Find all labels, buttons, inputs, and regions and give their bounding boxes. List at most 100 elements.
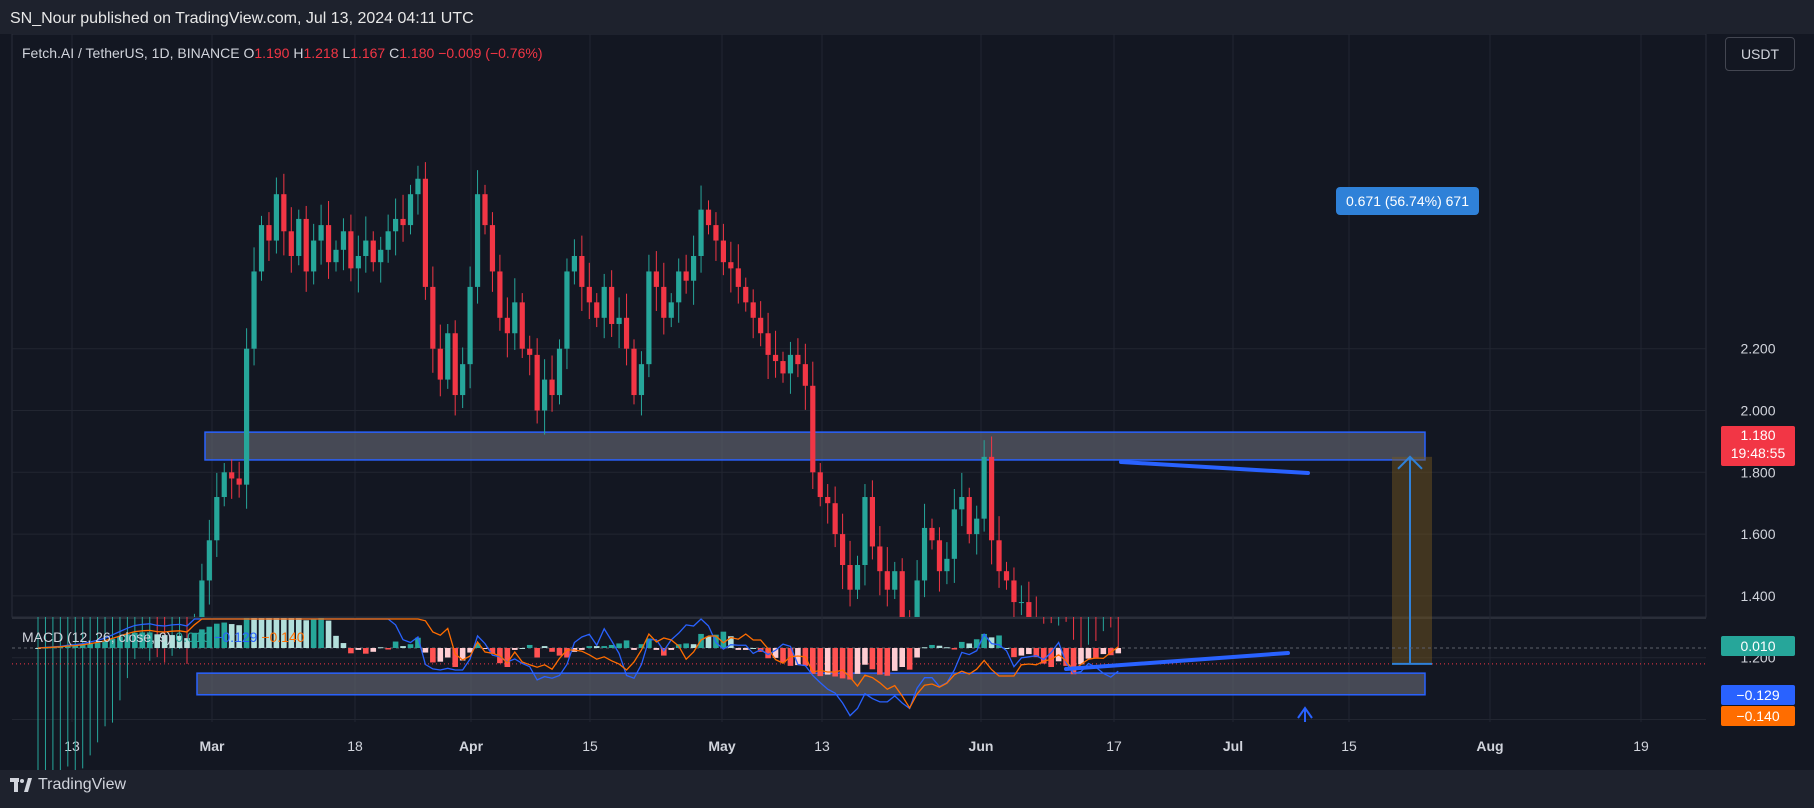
- candle-body: [653, 271, 659, 287]
- candle-body: [616, 317, 622, 324]
- macd-histogram-bar: [489, 648, 496, 654]
- macd-histogram-bar: [936, 645, 943, 648]
- candle-body: [229, 472, 235, 479]
- high-value: 1.218: [303, 45, 339, 61]
- macd-histogram-bar: [154, 634, 160, 648]
- candle-body: [899, 571, 905, 617]
- candle-body: [467, 286, 473, 365]
- currency-button[interactable]: USDT: [1725, 37, 1795, 71]
- candle-body: [668, 302, 674, 318]
- macd-histogram-bar: [407, 644, 414, 648]
- candle-body: [631, 348, 637, 396]
- macd-histogram-bar: [1100, 648, 1107, 655]
- candle-body: [437, 348, 443, 380]
- high-label: H: [293, 45, 304, 61]
- x-tick-label: Jul: [1223, 738, 1243, 754]
- macd-histogram-bar: [303, 620, 309, 648]
- macd-histogram-bar: [236, 625, 242, 648]
- plot-background: [0, 34, 1814, 770]
- macd-histogram-bar: [199, 629, 205, 648]
- x-tick-label: 18: [347, 738, 363, 754]
- candle-body: [370, 240, 376, 263]
- macd-histogram-bar: [94, 642, 101, 648]
- macd-histogram-bar: [564, 648, 570, 658]
- macd-histogram-bar: [206, 626, 213, 648]
- measure-box: [1392, 456, 1432, 664]
- macd-histogram-bar: [459, 648, 466, 661]
- macd-histogram-bar: [385, 648, 391, 650]
- candle-body: [586, 286, 592, 303]
- macd-histogram-bar: [608, 644, 615, 648]
- candle-body: [542, 379, 548, 411]
- macd-histogram-bar: [430, 648, 436, 663]
- macd-histogram-bar: [728, 636, 734, 648]
- macd-histogram-bar: [534, 648, 540, 658]
- y-tick-label: 2.200: [1740, 341, 1775, 357]
- open-value: 1.190: [254, 45, 290, 61]
- candle-body: [780, 361, 786, 374]
- candle-body: [519, 302, 525, 349]
- macd-histogram-bar: [1070, 648, 1077, 675]
- countdown: 19:48:55: [1730, 445, 1786, 461]
- candle-body: [311, 240, 317, 272]
- candle-body: [758, 317, 764, 334]
- macd-histogram-bar: [243, 618, 250, 648]
- candle-body: [325, 225, 332, 263]
- macd-histogram-bar: [914, 648, 920, 658]
- macd-histogram-bar: [1040, 648, 1047, 664]
- candle-body: [236, 478, 242, 485]
- x-tick-label: 13: [64, 738, 80, 754]
- macd-histogram-bar: [1078, 648, 1084, 665]
- candle-body: [266, 225, 272, 241]
- candle-body: [996, 540, 1002, 572]
- macd-histogram-bar: [959, 641, 965, 648]
- macd-title: MACD (12, 26, close, 9): [22, 629, 172, 645]
- x-tick-label: Aug: [1476, 738, 1503, 754]
- candle-body: [527, 348, 533, 355]
- macd-histogram-bar: [102, 641, 108, 648]
- low-value: 1.167: [350, 45, 386, 61]
- candle-body: [378, 249, 384, 263]
- candle-body: [1003, 571, 1010, 581]
- y-tick-label: 1.800: [1740, 464, 1775, 480]
- macd-histogram-bar: [765, 648, 771, 659]
- macd-histogram-bar: [444, 648, 451, 658]
- tradingview-brand[interactable]: TradingView: [10, 776, 126, 794]
- x-tick-label: Mar: [200, 738, 225, 754]
- candle-body: [460, 364, 466, 396]
- candle-body: [445, 333, 451, 380]
- candle-body: [698, 209, 704, 256]
- macd-histogram-bar: [251, 618, 257, 648]
- candle-body: [340, 231, 347, 250]
- candle-body: [959, 497, 965, 510]
- candle-body: [750, 302, 756, 318]
- candle-body: [832, 503, 838, 535]
- open-label: O: [243, 45, 255, 61]
- macd-histogram-bar: [973, 639, 980, 648]
- x-tick-label: 13: [814, 738, 830, 754]
- macd-histogram-bar: [474, 643, 481, 648]
- macd-signal-line: [37, 618, 1119, 710]
- macd-histogram-bar: [690, 644, 697, 648]
- candle-body: [869, 497, 875, 547]
- macd-histogram-bar: [258, 618, 265, 648]
- candle-body: [549, 379, 555, 396]
- macd-histogram-bar: [124, 634, 131, 648]
- macd-histogram-bar: [854, 648, 861, 674]
- footer-bar: [0, 770, 1814, 808]
- tradingview-logo-icon: [10, 778, 32, 792]
- candle-body: [944, 558, 950, 572]
- macd-histogram-bar: [862, 648, 868, 665]
- macd-histogram-bar: [996, 635, 1002, 648]
- candle-body: [1011, 580, 1017, 603]
- macd-histogram-bar: [817, 648, 824, 677]
- candle-body: [430, 286, 436, 349]
- candle-body: [720, 240, 726, 263]
- candle-body: [393, 218, 399, 232]
- macd-histogram-bar: [415, 637, 421, 648]
- candle-body: [556, 348, 563, 396]
- macd-histogram-bar: [966, 643, 973, 648]
- candle-body: [296, 218, 302, 256]
- macd-histogram-bar: [705, 636, 712, 648]
